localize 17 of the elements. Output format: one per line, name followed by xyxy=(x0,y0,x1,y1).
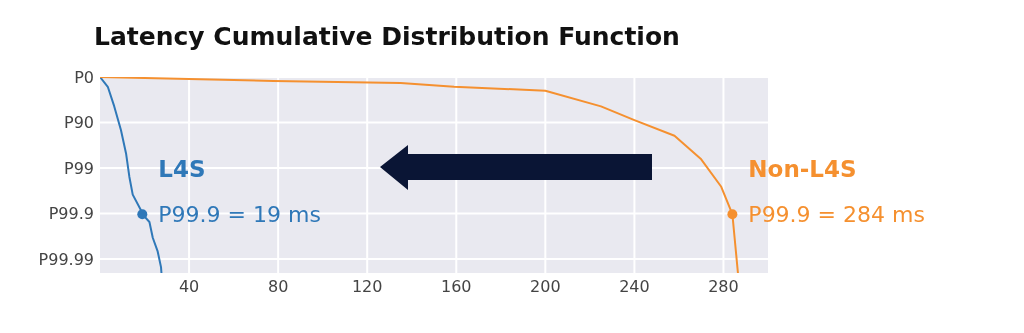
x-tick-label: 280 xyxy=(708,277,739,297)
text: P90 xyxy=(63,113,94,132)
x-tick-label: 200 xyxy=(530,277,561,297)
x-tick-label: 40 xyxy=(178,277,200,297)
series-label: Non-L4S xyxy=(748,156,857,183)
text: P99.9 xyxy=(48,204,94,223)
text: P0 xyxy=(74,67,94,87)
series-label: L4S xyxy=(158,156,206,183)
annotation: P99.9 = 284 ms xyxy=(748,201,925,227)
x-tick-label: 80 xyxy=(267,277,289,297)
x-tick-label: 240 xyxy=(619,277,650,297)
text: P99 xyxy=(63,158,94,178)
x-tick-label: 160 xyxy=(440,277,472,297)
chart-title: Latency Cumulative Distribution Function xyxy=(94,22,680,51)
text: P99.99 xyxy=(38,249,94,269)
annotation: P99.9 = 19 ms xyxy=(158,201,321,227)
x-tick-label: 120 xyxy=(351,277,383,297)
